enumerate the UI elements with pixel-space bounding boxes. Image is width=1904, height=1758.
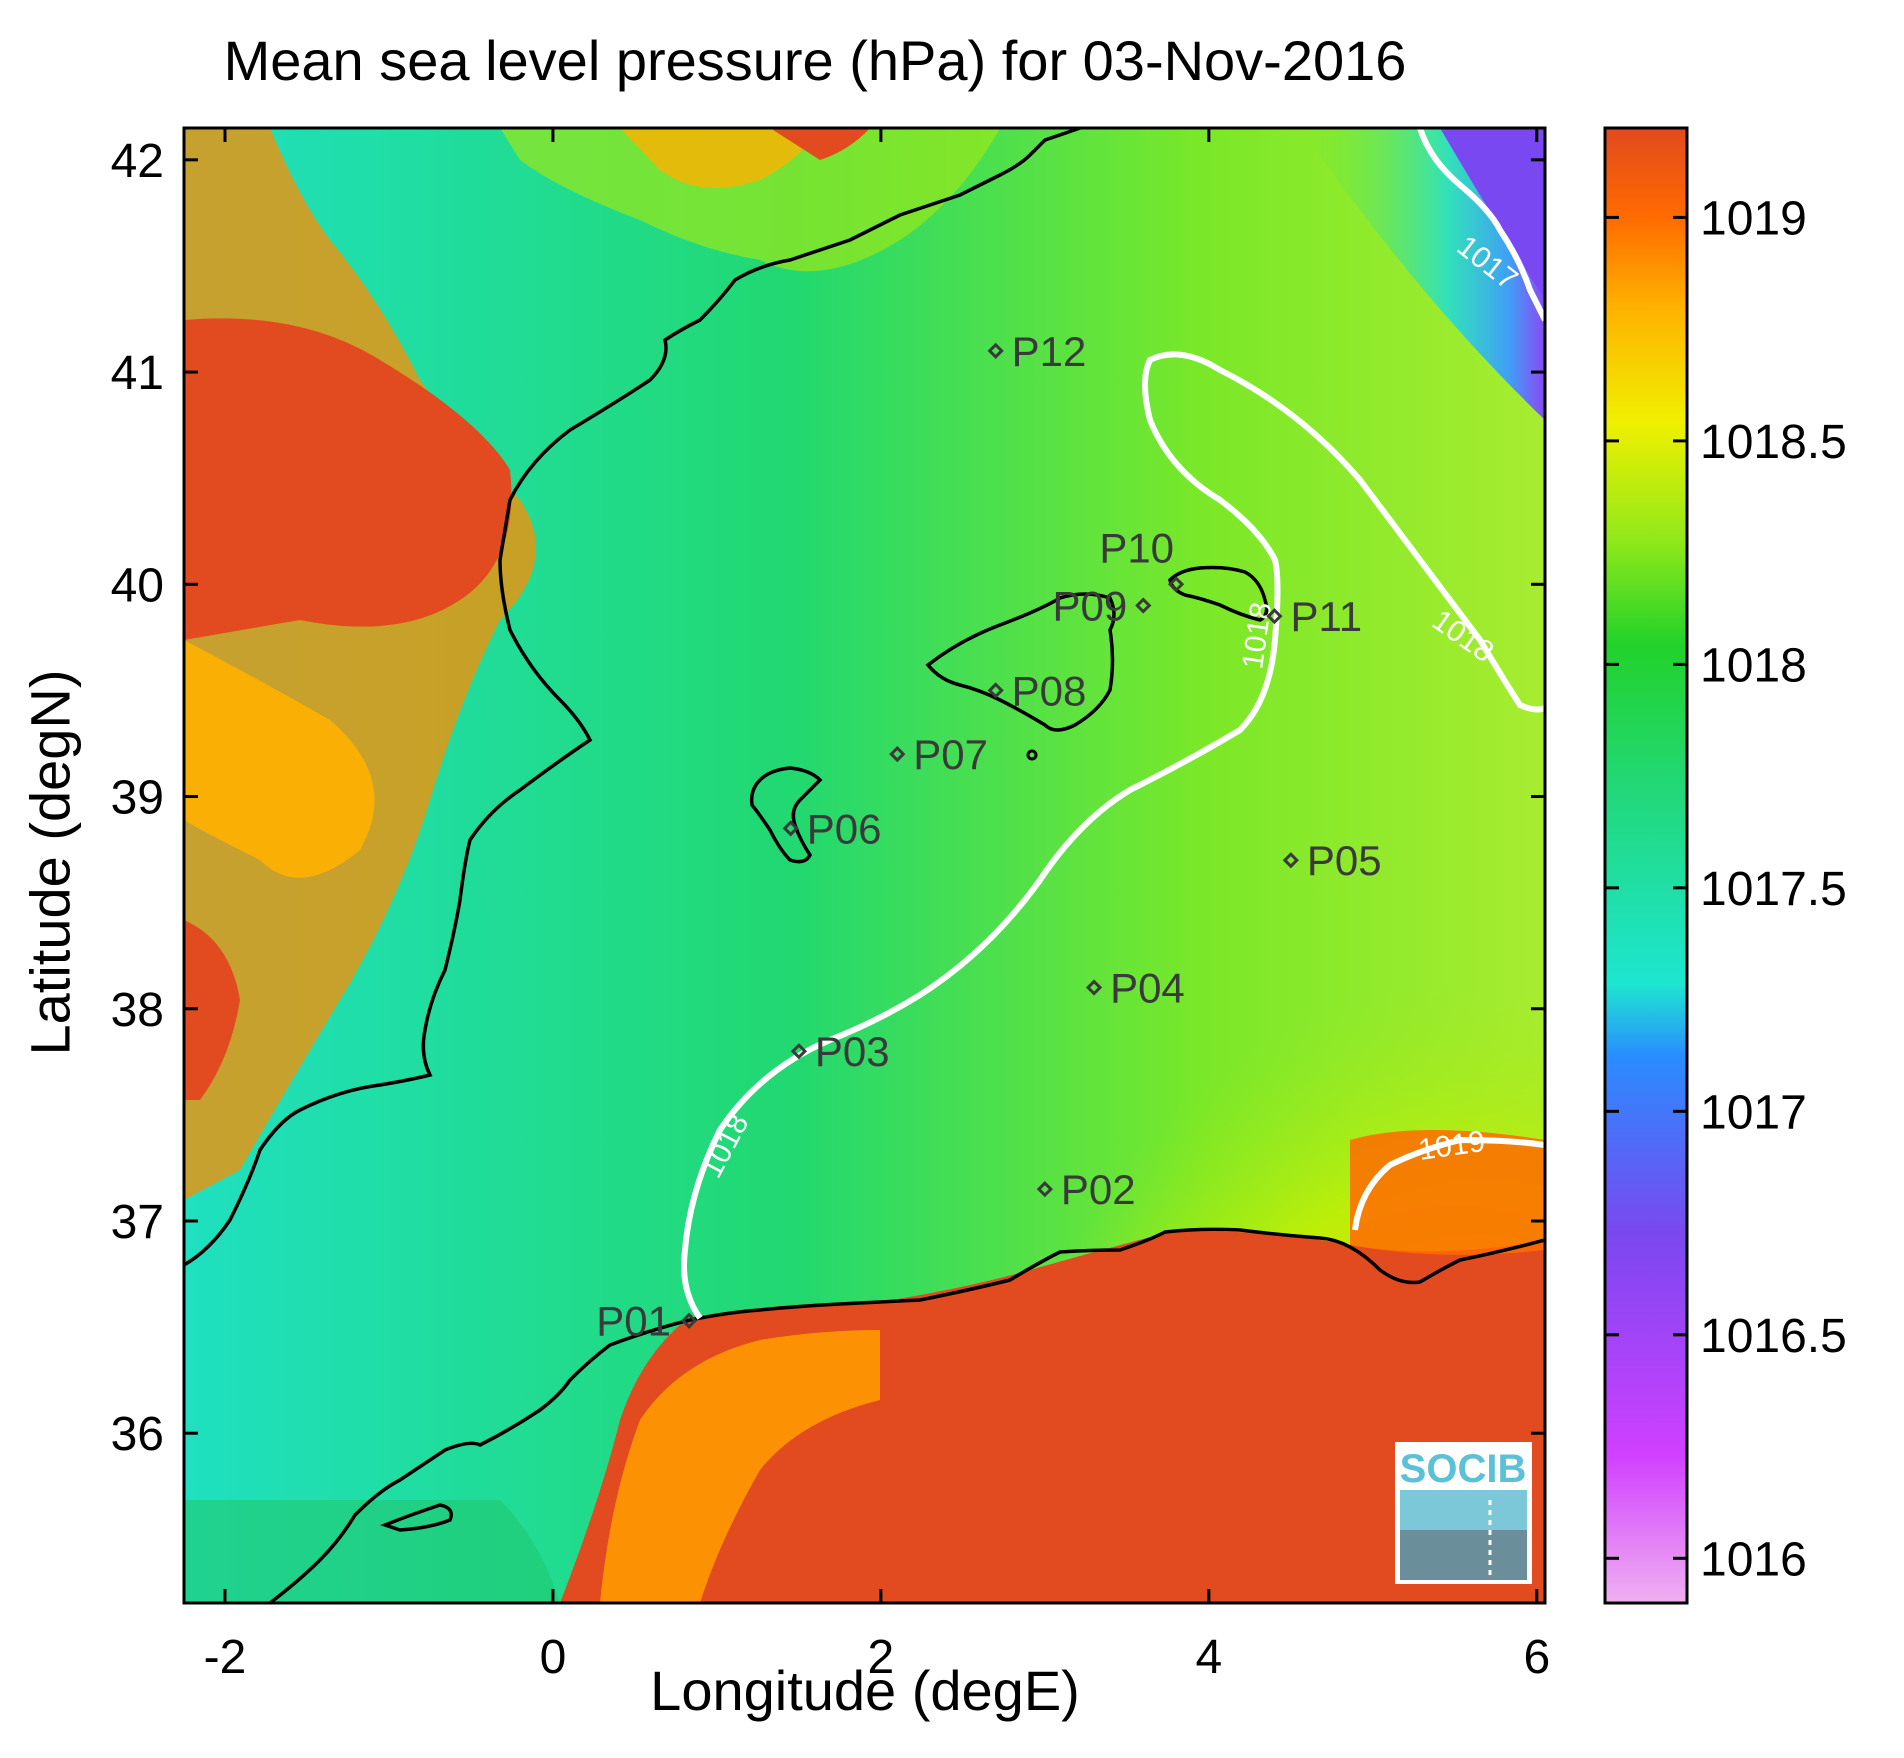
x-tick-label: 6 [1523,1631,1550,1684]
socib-logo: SOCIB [1395,1442,1532,1584]
colorbar-tick-label: 1018.5 [1700,416,1847,469]
y-tick-label: 40 [111,559,164,612]
station-marker [1036,1181,1053,1198]
station-marker [680,1312,698,1329]
coastline-alboran [379,1503,453,1532]
station-label: P07 [913,731,988,778]
station-p02: P02 [1036,1166,1136,1213]
station-marker [1135,597,1152,614]
colorbar-tick-label: 1017 [1700,1086,1807,1139]
station-label: P03 [815,1028,890,1075]
station-label: P11 [1290,593,1362,640]
station-label: P08 [1012,667,1087,714]
station-p09: P09 [1053,583,1152,630]
y-tick-label: 39 [111,772,164,825]
y-axis-label: Latitude (degN) [18,669,82,1056]
station-markers: P01 P02 P03 P04 P05 P06 P07 P08 P09 P10 P11 P12 [596,328,1381,1345]
colorbar-ticks: 1016 1016.5 1017 1017.5 1018 1018.5 1019 [1605,192,1847,1586]
station-p03: P03 [790,1028,890,1075]
colorbar-tick-label: 1016.5 [1700,1310,1847,1363]
station-p11: P11 [1266,593,1362,640]
station-p08: P08 [987,667,1087,714]
station-marker [1282,852,1299,869]
station-label: P09 [1053,583,1128,630]
y-axis: 36 37 38 39 40 41 42 [111,135,1545,1461]
colorbar-tick-label: 1017.5 [1700,863,1847,916]
station-marker [790,1043,808,1060]
y-tick-label: 37 [111,1196,164,1249]
station-marker [1266,608,1283,625]
y-tick-label: 38 [111,984,164,1037]
station-marker [987,342,1004,359]
x-tick-label: 0 [540,1631,567,1684]
station-p04: P04 [1085,965,1185,1012]
station-label: P12 [1012,328,1087,375]
station-p07: P07 [889,731,988,778]
coastline-iberia [184,128,1081,1267]
coastline-africa [268,1227,1545,1603]
station-marker [987,682,1004,699]
contour-1019 [1352,1136,1545,1231]
station-p06: P06 [782,805,882,852]
station-p01: P01 [596,1298,698,1345]
station-label: P05 [1307,837,1382,884]
station-label: P02 [1061,1166,1136,1213]
y-tick-label: 41 [111,347,164,400]
station-label: P01 [596,1298,671,1345]
x-tick-label: 4 [1195,1631,1222,1684]
pressure-field: 1017 1018 1018 1018 1019 P01P02P03P04P05… [184,128,1545,1603]
contour-1017 [1417,128,1545,322]
station-label: P10 [1099,524,1174,571]
y-tick-label: 42 [111,135,164,188]
x-tick-label: 2 [868,1631,895,1684]
island-menorca [1168,565,1269,622]
map-title: Mean sea level pressure (hPa) for 03-Nov… [223,29,1407,92]
colorbar-tick-label: 1018 [1700,639,1807,692]
station-label: P04 [1110,965,1185,1012]
station-marker [889,745,906,763]
colorbar-tick-label: 1016 [1700,1533,1807,1586]
station-label: P06 [807,805,882,852]
plot-frame [182,126,1547,1605]
x-axis-label: Longitude (degE) [650,1659,1080,1722]
x-axis: -2 0 2 4 6 [204,128,1550,1684]
x-tick-label: -2 [204,1631,247,1684]
station-marker [782,820,799,837]
colorbar-tick-label: 1019 [1700,192,1807,245]
socib-logo-text: SOCIB [1400,1447,1527,1491]
station-p12: P12 [987,328,1087,375]
station-p10: P10 [1099,524,1185,593]
island-ibiza [749,766,823,864]
station-marker [1085,979,1103,996]
station-marker [1167,576,1185,593]
station-p05: P05 [1282,837,1382,884]
colorbar [1603,126,1689,1605]
y-tick-label: 36 [111,1408,164,1461]
island-mallorca [925,592,1116,732]
